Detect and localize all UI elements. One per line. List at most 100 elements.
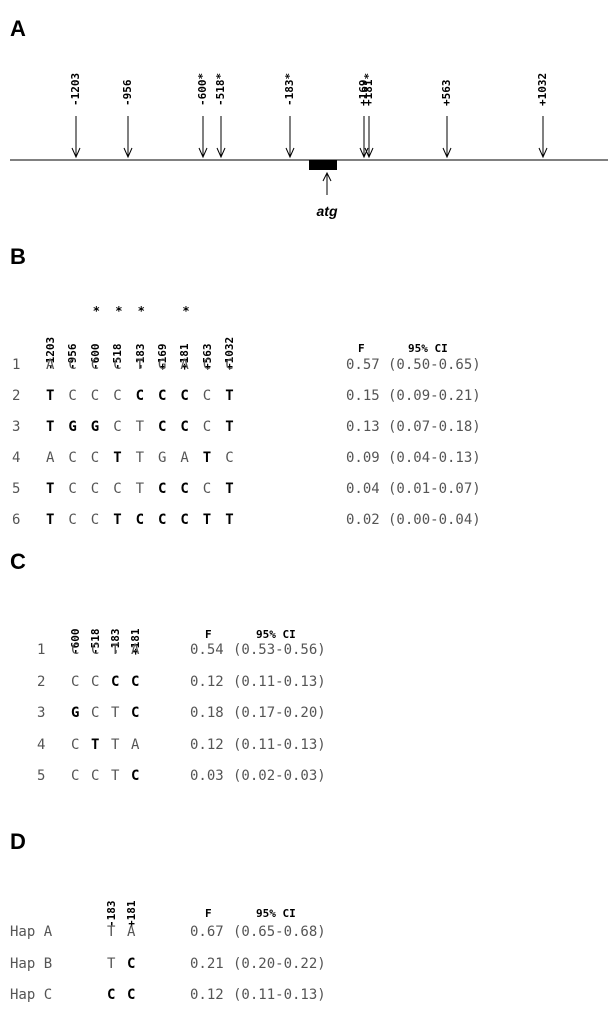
allele-cell: C: [127, 955, 136, 972]
ci-value: (0.50-0.65): [388, 357, 481, 373]
allele-cell: C: [111, 673, 120, 690]
significance-star: *: [137, 304, 145, 318]
site-arrow: [285, 116, 295, 159]
allele-cell: C: [225, 357, 234, 373]
allele-cell: C: [135, 512, 145, 528]
allele-cell: T: [111, 736, 120, 753]
allele-cell: T: [135, 419, 145, 435]
allele-cell: C: [68, 450, 77, 466]
row-label: Hap A: [10, 924, 53, 940]
row-label: 2: [37, 673, 46, 690]
allele-cell: T: [225, 388, 234, 404]
site-arrow: [71, 116, 81, 159]
ci-header: 95% CI: [256, 907, 296, 920]
allele-cell: T: [111, 705, 120, 721]
allele-cell: C: [158, 419, 167, 435]
allele-cell: T: [107, 955, 116, 972]
frequency-header: F: [358, 342, 365, 355]
allele-cell: C: [202, 481, 212, 497]
allele-cell: C: [68, 481, 77, 497]
allele-cell: C: [90, 481, 100, 497]
allele-cell: T: [113, 512, 122, 528]
allele-cell: A: [180, 357, 189, 373]
allele-cell: G: [158, 450, 167, 466]
frequency-value: 0.67: [190, 924, 224, 940]
allele-cell: C: [202, 419, 212, 435]
allele-cell: C: [131, 768, 140, 784]
allele-cell: T: [91, 736, 100, 753]
frequency-header: F: [205, 907, 212, 920]
start-codon-box: [309, 160, 337, 170]
allele-cell: C: [180, 512, 189, 528]
allele-cell: C: [113, 481, 122, 497]
allele-cell: A: [131, 736, 140, 753]
ci-value: (0.20-0.22): [233, 955, 326, 972]
row-label: 1: [12, 357, 21, 373]
allele-cell: C: [131, 705, 140, 721]
site-arrow: [123, 116, 133, 159]
allele-cell: T: [225, 512, 234, 528]
allele-cell: C: [91, 642, 100, 658]
allele-cell: C: [180, 388, 189, 404]
allele-cell: C: [71, 642, 80, 658]
allele-cell: G: [71, 705, 80, 721]
row-label: 3: [12, 419, 21, 435]
frequency-value: 0.09: [346, 450, 380, 466]
ci-value: (0.07-0.18): [388, 419, 481, 435]
frequency-value: 0.15: [346, 388, 380, 404]
allele-cell: C: [68, 512, 77, 528]
site-label: +563: [440, 79, 453, 107]
start-codon-label: atg: [317, 203, 338, 219]
allele-cell: T: [46, 481, 55, 497]
frequency-value: 0.57: [346, 357, 380, 373]
frequency-value: 0.54: [190, 642, 224, 658]
significance-star: *: [92, 304, 101, 318]
ci-value: (0.01-0.07): [388, 481, 481, 497]
allele-cell: G: [68, 419, 77, 435]
allele-cell: T: [113, 450, 122, 466]
site-arrow: [442, 116, 452, 159]
ci-value: (0.17-0.20): [233, 705, 326, 721]
frequency-value: 0.04: [346, 481, 380, 497]
site-label: +1032: [536, 72, 549, 106]
allele-cell: C: [71, 768, 80, 784]
allele-cell: C: [158, 388, 167, 404]
site-arrow: [216, 116, 226, 159]
allele-cell: T: [202, 512, 212, 528]
allele-cell: G: [90, 419, 100, 435]
site-label: -518*: [214, 72, 227, 106]
allele-cell: C: [113, 357, 122, 373]
allele-cell: T: [107, 924, 116, 940]
ci-value: (0.53-0.56): [233, 642, 326, 658]
allele-cell: G: [158, 357, 167, 373]
ci-value: (0.02-0.03): [233, 768, 326, 784]
allele-cell: A: [127, 924, 136, 940]
row-label: 2: [12, 388, 21, 404]
site-label: -1203: [69, 72, 82, 106]
allele-cell: C: [180, 419, 189, 435]
allele-cell: A: [180, 450, 189, 466]
allele-cell: A: [46, 357, 55, 373]
gene-map: atg: [10, 116, 608, 219]
row-label: 6: [12, 512, 21, 528]
allele-cell: C: [202, 388, 212, 404]
allele-cell: C: [71, 736, 80, 753]
frequency-value: 0.13: [346, 419, 380, 435]
ci-value: (0.65-0.68): [233, 924, 326, 940]
panel-a-letter: A: [10, 16, 26, 41]
allele-cell: C: [68, 388, 77, 404]
site-label: -183*: [283, 72, 296, 106]
panel-d-letter: D: [10, 829, 26, 854]
allele-cell: C: [225, 450, 234, 466]
allele-cell: C: [90, 512, 100, 528]
frequency-value: 0.12: [190, 736, 224, 753]
allele-cell: C: [91, 673, 100, 690]
frequency-header: F: [205, 628, 212, 641]
start-codon-arrow: [322, 171, 332, 195]
allele-cell: C: [113, 388, 122, 404]
row-label: 4: [12, 450, 21, 466]
allele-cell: C: [91, 768, 100, 784]
significance-star: *: [115, 304, 123, 318]
frequency-value: 0.12: [190, 673, 224, 690]
frequency-value: 0.02: [346, 512, 380, 528]
